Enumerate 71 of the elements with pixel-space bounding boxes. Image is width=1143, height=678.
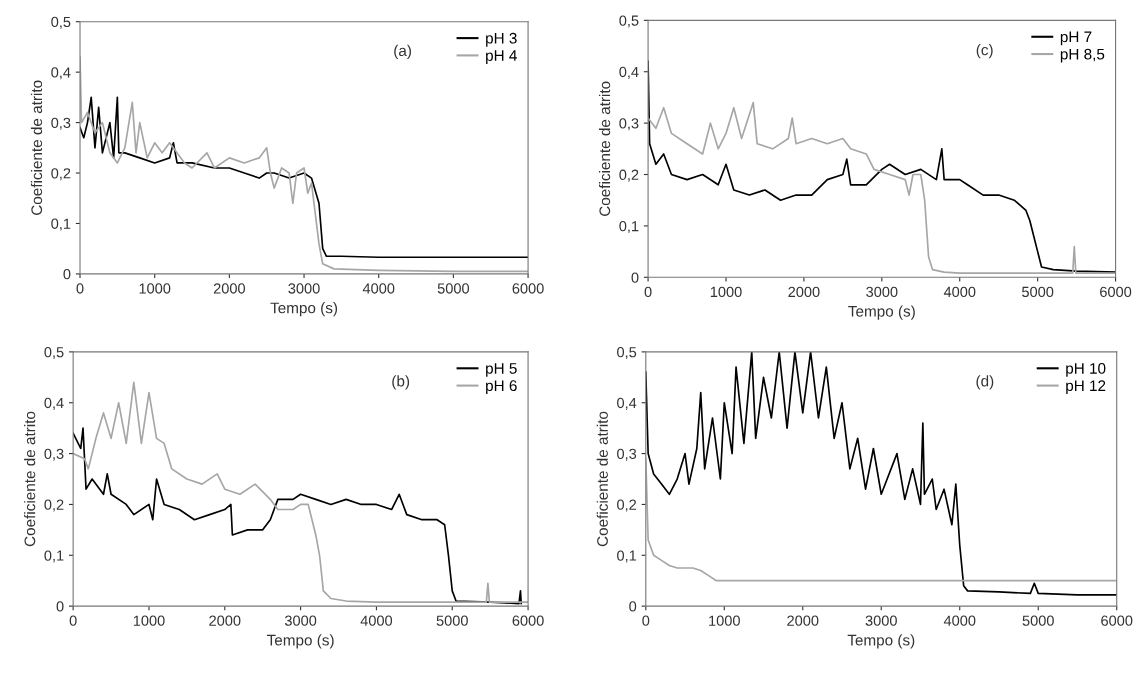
y-tick-label: 0,1: [617, 550, 637, 563]
y-tick-label: 0,3: [51, 117, 71, 130]
x-tick-label: 4000: [943, 615, 976, 626]
y-tick-label: 0: [631, 272, 639, 283]
y-tick-label: 0: [56, 601, 64, 612]
legend-label: pH 12: [1066, 380, 1106, 395]
y-axis-title: Coeficiente de atrito: [24, 411, 36, 547]
x-tick-label: 0: [76, 283, 84, 294]
legend-label: pH 5: [486, 363, 517, 377]
y-tick-label: 0,4: [617, 397, 637, 410]
y-tick-label: 0,2: [617, 499, 637, 512]
x-tick-label: 3000: [865, 615, 897, 626]
x-tick-label: 4000: [362, 283, 395, 294]
x-tick-label: 4000: [943, 286, 976, 298]
annotation: (c): [976, 44, 993, 59]
y-tick-label: 0,4: [51, 67, 71, 80]
x-axis-title: Tempo (s): [270, 302, 338, 317]
x-axis-title: Tempo (s): [848, 305, 915, 320]
x-tick-label: 5000: [1022, 615, 1054, 626]
legend-label: pH 10: [1066, 362, 1106, 377]
x-tick-label: 2000: [209, 615, 241, 626]
x-tick-label: 6000: [512, 615, 544, 626]
y-tick-label: 0,5: [617, 346, 637, 360]
y-tick-label: 0,5: [51, 16, 71, 29]
x-tick-label: 1000: [709, 615, 740, 626]
legend-label: pH 6: [486, 380, 517, 395]
y-tick-label: 0,5: [44, 346, 64, 360]
x-tick-label: 0: [642, 615, 650, 626]
x-axis-title: Tempo (s): [267, 634, 334, 649]
y-tick-label: 0,3: [617, 448, 637, 461]
x-tick-label: 5000: [1022, 286, 1054, 298]
annotation: (a): [394, 44, 411, 60]
x-tick-label: 0: [644, 286, 652, 298]
y-tick-label: 0,4: [44, 397, 64, 410]
x-tick-label: 2000: [788, 286, 820, 298]
legend-label: pH 8,5: [1060, 48, 1105, 63]
x-tick-label: 6000: [512, 283, 544, 294]
y-tick-label: 0,1: [44, 550, 64, 563]
x-tick-label: 3000: [284, 615, 317, 626]
y-tick-label: 0,3: [44, 448, 64, 461]
annotation: (d): [976, 375, 994, 390]
y-axis-title: Coeficiente de atrito: [30, 80, 43, 215]
x-tick-label: 5000: [437, 283, 470, 294]
x-tick-label: 4000: [360, 615, 393, 626]
legend-label: pH 7: [1060, 31, 1092, 46]
x-tick-label: 6000: [1100, 286, 1132, 298]
y-tick-label: 0: [629, 601, 637, 612]
x-tick-label: 2000: [213, 283, 246, 294]
legend-label: pH 4: [486, 50, 517, 64]
y-tick-label: 0,4: [619, 66, 639, 79]
annotation: (b): [392, 375, 410, 390]
x-tick-label: 5000: [436, 615, 468, 626]
y-tick-label: 0,2: [44, 499, 64, 512]
x-tick-label: 2000: [787, 615, 819, 626]
y-tick-label: 0,2: [619, 169, 639, 182]
y-tick-label: 0,3: [619, 118, 639, 131]
x-tick-label: 1000: [139, 283, 171, 294]
y-tick-label: 0,1: [619, 221, 639, 234]
y-axis-title: Coeficiente de atrito: [598, 81, 611, 216]
x-axis-title: Tempo (s): [847, 634, 915, 649]
y-tick-label: 0: [63, 269, 71, 280]
x-tick-label: 3000: [288, 283, 320, 294]
x-tick-label: 1000: [133, 615, 165, 626]
y-tick-label: 0,1: [51, 218, 71, 231]
legend-label: pH 3: [486, 32, 517, 47]
y-tick-label: 0,2: [51, 168, 71, 181]
x-tick-label: 1000: [710, 286, 742, 298]
x-tick-label: 6000: [1101, 615, 1133, 626]
x-tick-label: 3000: [866, 286, 898, 298]
y-tick-label: 0,5: [619, 15, 639, 28]
y-axis-title: Coeficiente de atrito: [596, 411, 608, 547]
